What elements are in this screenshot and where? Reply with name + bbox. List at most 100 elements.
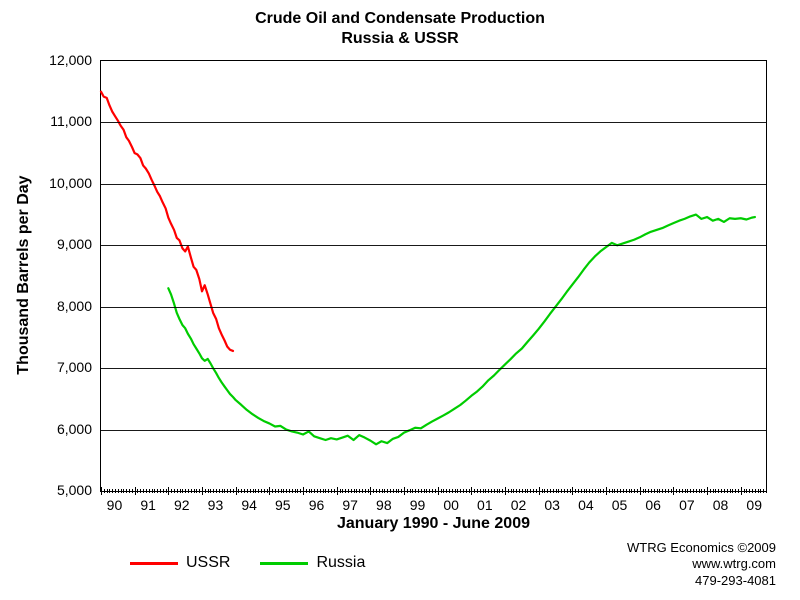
x-tick-minor <box>382 489 383 493</box>
legend-swatch-ussr <box>130 562 178 565</box>
x-tick-minor <box>373 489 374 493</box>
x-tick-minor <box>755 489 756 493</box>
x-tick-minor <box>760 489 761 493</box>
x-tick-minor <box>376 489 377 493</box>
gridline <box>101 245 766 246</box>
x-tick-minor <box>623 489 624 493</box>
x-tick-minor <box>255 489 256 493</box>
x-tick-minor <box>390 489 391 493</box>
x-tick-minor <box>497 489 498 493</box>
y-tick-label: 5,000 <box>2 482 92 498</box>
x-tick-minor <box>494 489 495 493</box>
x-tick-minor <box>480 489 481 493</box>
x-tick-minor <box>191 489 192 493</box>
x-tick-minor <box>429 489 430 493</box>
x-tick-minor <box>177 489 178 493</box>
x-tick-minor <box>598 489 599 493</box>
x-tick-minor <box>154 489 155 493</box>
x-tick-minor <box>289 489 290 493</box>
x-tick-minor <box>746 489 747 493</box>
x-tick-minor <box>671 489 672 493</box>
x-tick-minor <box>435 489 436 493</box>
x-tick-minor <box>146 489 147 493</box>
x-tick-minor <box>398 489 399 493</box>
x-tick-minor <box>317 489 318 493</box>
x-tick-minor <box>614 489 615 493</box>
x-tick-label: 09 <box>746 497 762 513</box>
x-tick-minor <box>600 489 601 493</box>
x-tick-minor <box>140 489 141 493</box>
x-tick-minor <box>292 489 293 493</box>
x-tick-minor <box>323 489 324 493</box>
x-tick-major <box>404 487 405 495</box>
x-tick-label: 98 <box>376 497 392 513</box>
x-tick-minor <box>320 489 321 493</box>
x-tick-minor <box>185 489 186 493</box>
series-russia <box>168 215 755 445</box>
x-tick-minor <box>334 489 335 493</box>
x-tick-minor <box>174 489 175 493</box>
x-tick-minor <box>418 489 419 493</box>
x-tick-minor <box>359 489 360 493</box>
x-tick-minor <box>553 489 554 493</box>
x-tick-minor <box>331 489 332 493</box>
x-tick-minor <box>137 489 138 493</box>
x-tick-minor <box>634 489 635 493</box>
plot-area: January 1990 - June 2009 909192939495969… <box>100 60 767 492</box>
x-tick-minor <box>199 489 200 493</box>
x-tick-minor <box>483 489 484 493</box>
x-tick-minor <box>727 489 728 493</box>
x-tick-minor <box>536 489 537 493</box>
x-tick-minor <box>415 489 416 493</box>
attribution-line2: www.wtrg.com <box>627 556 776 572</box>
x-tick-major <box>572 487 573 495</box>
x-tick-label: 95 <box>275 497 291 513</box>
x-tick-major <box>135 487 136 495</box>
x-tick-minor <box>247 489 248 493</box>
x-tick-minor <box>379 489 380 493</box>
x-tick-minor <box>603 489 604 493</box>
x-tick-minor <box>586 489 587 493</box>
x-tick-minor <box>222 489 223 493</box>
x-tick-minor <box>297 489 298 493</box>
x-tick-minor <box>314 489 315 493</box>
x-tick-minor <box>196 489 197 493</box>
x-tick-minor <box>766 489 767 493</box>
x-tick-minor <box>393 489 394 493</box>
x-tick-minor <box>617 489 618 493</box>
x-tick-minor <box>107 489 108 493</box>
x-tick-minor <box>511 489 512 493</box>
gridline <box>101 430 766 431</box>
legend-label-russia: Russia <box>316 554 365 572</box>
x-tick-minor <box>424 489 425 493</box>
x-tick-minor <box>426 489 427 493</box>
x-tick-label: 96 <box>309 497 325 513</box>
series-ussr <box>101 92 233 351</box>
x-tick-label: 02 <box>511 497 527 513</box>
x-tick-label: 90 <box>107 497 123 513</box>
legend: USSR Russia <box>130 554 365 572</box>
attribution: WTRG Economics ©2009 www.wtrg.com 479-29… <box>627 540 776 589</box>
x-tick-minor <box>171 489 172 493</box>
x-tick-label: 00 <box>443 497 459 513</box>
x-tick-minor <box>668 489 669 493</box>
x-tick-minor <box>519 489 520 493</box>
x-tick-minor <box>238 489 239 493</box>
x-tick-minor <box>166 489 167 493</box>
legend-item-ussr: USSR <box>130 554 230 572</box>
x-tick-label: 03 <box>544 497 560 513</box>
x-tick-minor <box>309 489 310 493</box>
x-tick-minor <box>710 489 711 493</box>
x-tick-minor <box>446 489 447 493</box>
x-tick-minor <box>544 489 545 493</box>
x-tick-major <box>539 487 540 495</box>
legend-label-ussr: USSR <box>186 554 230 572</box>
x-tick-minor <box>469 489 470 493</box>
x-tick-minor <box>387 489 388 493</box>
x-tick-minor <box>466 489 467 493</box>
x-tick-minor <box>354 489 355 493</box>
x-tick-minor <box>407 489 408 493</box>
x-tick-minor <box>704 489 705 493</box>
chart-title-line1: Crude Oil and Condensate Production <box>0 10 800 28</box>
attribution-line1: WTRG Economics ©2009 <box>627 540 776 556</box>
